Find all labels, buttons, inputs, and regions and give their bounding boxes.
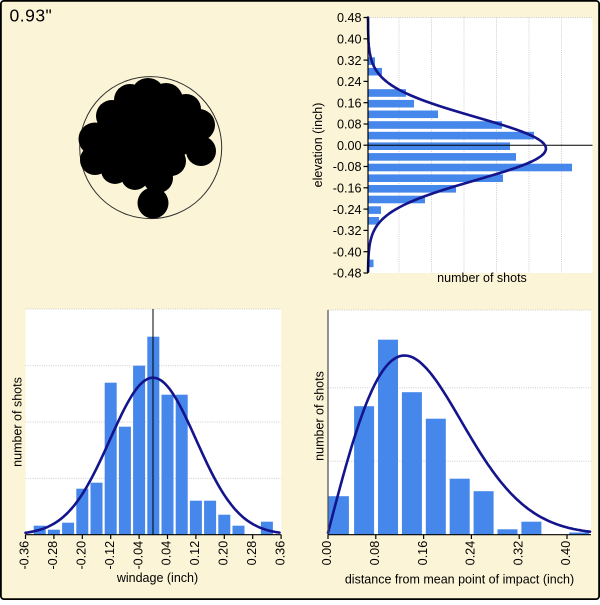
svg-text:0.24: 0.24 <box>337 75 362 89</box>
svg-text:0.40: 0.40 <box>559 541 573 566</box>
svg-text:0.08: 0.08 <box>368 541 382 566</box>
svg-text:-0.36: -0.36 <box>18 541 32 570</box>
svg-text:0.16: 0.16 <box>337 96 362 110</box>
svg-text:0.20: 0.20 <box>217 541 231 566</box>
svg-text:0.08: 0.08 <box>337 118 362 132</box>
svg-text:0.24: 0.24 <box>464 541 478 566</box>
svg-text:-0.24: -0.24 <box>333 203 362 217</box>
svg-text:0.00: 0.00 <box>320 541 334 566</box>
svg-text:-0.40: -0.40 <box>333 245 362 259</box>
svg-text:-0.04: -0.04 <box>131 541 145 570</box>
svg-text:number of shots: number of shots <box>437 271 527 285</box>
svg-text:-0.28: -0.28 <box>46 541 60 570</box>
svg-text:0.12: 0.12 <box>188 541 202 566</box>
svg-text:-0.08: -0.08 <box>333 160 362 174</box>
svg-text:0.32: 0.32 <box>511 541 525 566</box>
svg-text:0.04: 0.04 <box>160 541 174 566</box>
svg-text:0.32: 0.32 <box>337 54 362 68</box>
svg-text:windage (inch): windage (inch) <box>116 571 198 585</box>
svg-text:-0.12: -0.12 <box>103 541 117 570</box>
svg-text:0.93": 0.93" <box>10 6 53 26</box>
svg-text:0.40: 0.40 <box>337 33 362 47</box>
svg-text:0.28: 0.28 <box>245 541 259 566</box>
svg-text:-0.16: -0.16 <box>333 182 362 196</box>
svg-text:0.48: 0.48 <box>337 11 362 25</box>
svg-text:0.16: 0.16 <box>416 541 430 566</box>
svg-text:distance from mean point of im: distance from mean point of impact (inch… <box>345 573 574 587</box>
svg-text:elevation (inch): elevation (inch) <box>311 103 325 188</box>
svg-text:-0.48: -0.48 <box>333 267 362 281</box>
svg-text:number of shots: number of shots <box>313 371 327 461</box>
svg-text:-0.32: -0.32 <box>333 224 362 238</box>
svg-text:-0.20: -0.20 <box>75 541 89 570</box>
svg-text:0.36: 0.36 <box>273 541 287 566</box>
svg-text:number of shots: number of shots <box>11 377 25 467</box>
svg-text:0.00: 0.00 <box>337 139 362 153</box>
